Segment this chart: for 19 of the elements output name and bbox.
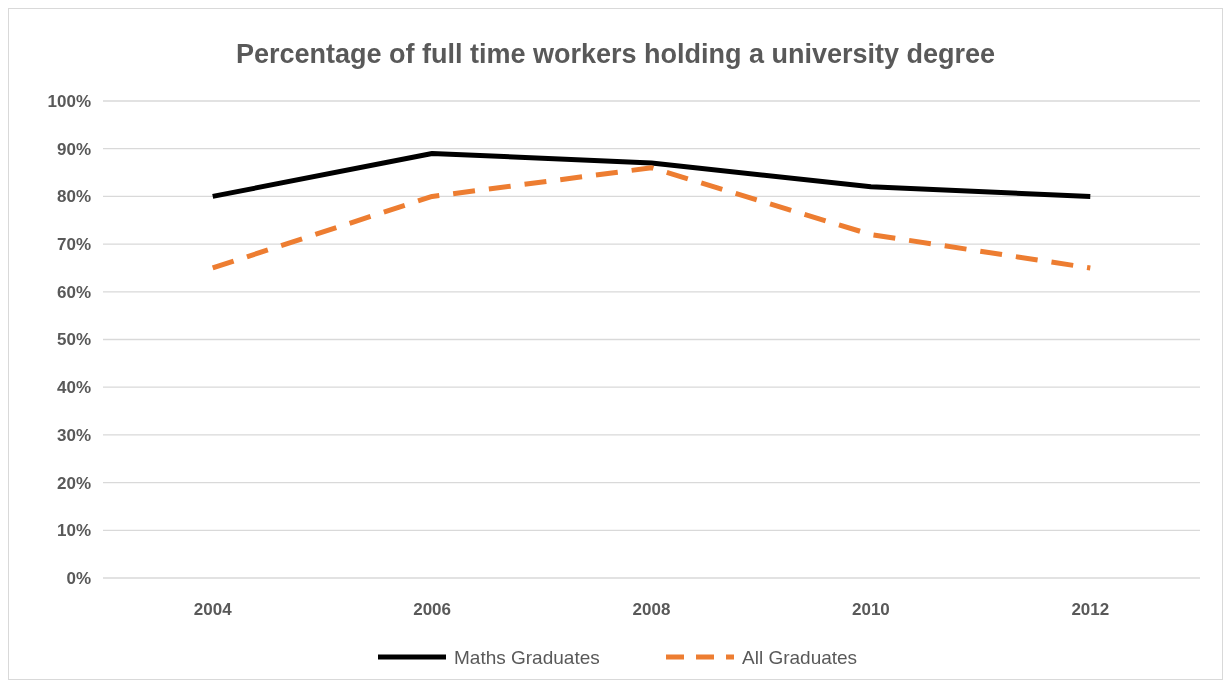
y-tick-label: 70%	[56, 235, 91, 255]
chart-title: Percentage of full time workers holding a university degree	[235, 39, 996, 69]
y-tick-label: 80%	[56, 187, 91, 207]
y-tick-label: 60%	[56, 282, 91, 302]
y-tick-label: 30%	[56, 425, 91, 445]
x-tick-label: 2012	[1071, 600, 1110, 619]
x-tick-label: 2004	[193, 600, 233, 619]
y-tick-label: 50%	[56, 330, 91, 350]
legend-label: All Graduates	[742, 646, 858, 668]
y-tick-label: 10%	[56, 521, 91, 541]
y-tick-label: 40%	[56, 378, 91, 398]
y-tick-label: 20%	[56, 473, 91, 493]
x-tick-label: 2010	[851, 600, 890, 619]
y-tick-label: 90%	[56, 139, 91, 159]
y-tick-label: 0%	[66, 568, 91, 588]
x-tick-label: 2008	[632, 600, 671, 619]
x-tick-label: 2006	[413, 600, 452, 619]
legend-label: Maths Graduates	[454, 646, 600, 668]
y-tick-label: 100%	[47, 91, 91, 111]
